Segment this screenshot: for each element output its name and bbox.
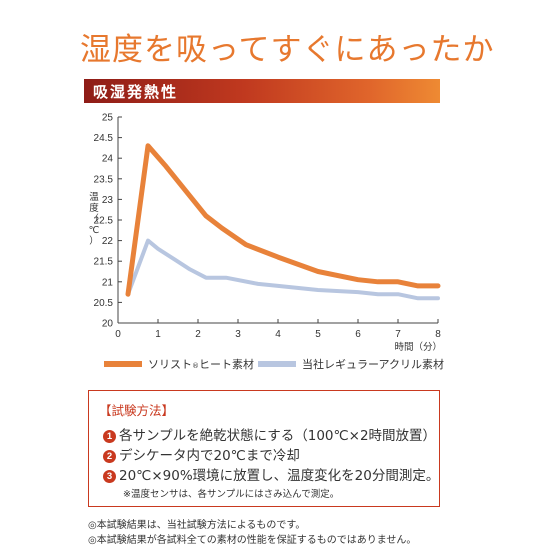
headline: 湿度を吸ってすぐにあったか — [80, 32, 495, 68]
step-text: 各サンプルを絶乾状態にする（100℃×2時間放置） — [119, 428, 437, 444]
test-method-box: 【試験方法】 1 各サンプルを絶乾状態にする（100℃×2時間放置） 2 デシケータ… — [88, 390, 440, 507]
chart-series — [125, 143, 441, 301]
test-method-step-2: 2 デシケータ内で20℃まで冷却 — [103, 444, 300, 464]
y-tick-label: 22.5 — [94, 216, 114, 227]
section-title: 吸湿発熱性 — [93, 83, 179, 101]
y-tick-label: 22 — [102, 236, 114, 247]
x-tick-label: 6 — [355, 329, 361, 340]
test-method-note: ※温度センサは、各サンプルにはさみ込んで測定。 — [123, 489, 340, 500]
x-tick-label: 4 — [275, 329, 281, 340]
y-tick-label: 23.5 — [94, 174, 114, 185]
x-tick-label: 0 — [115, 329, 121, 340]
y-tick-label: 23 — [102, 195, 114, 206]
y-tick-label: 21.5 — [94, 257, 114, 268]
legend-label-1: ソリスト®ヒート素材 — [148, 357, 254, 371]
step-text: 20℃×90%環境に放置し、温度変化を20分間測定。 — [119, 468, 440, 484]
x-tick-label: 2 — [195, 329, 201, 340]
chart-axes — [117, 117, 438, 324]
x-tick-labels: 0 1 2 3 4 5 6 7 8 — [115, 319, 441, 340]
step-number-badge: 3 — [103, 470, 116, 483]
y-tick-label: 20 — [102, 319, 114, 330]
x-tick-label: 3 — [235, 329, 241, 340]
series-line-1 — [125, 143, 441, 297]
y-axis-label-char: ℃ — [89, 225, 100, 236]
y-axis-label: 温度（℃） — [89, 192, 100, 247]
series-line-2 — [126, 238, 440, 301]
y-tick-label: 24 — [102, 154, 114, 165]
legend-label-2: 当社レギュラーアクリル素材 — [302, 357, 444, 371]
x-axis-label: 時間（分） — [394, 341, 442, 353]
test-method-step-3: 3 20℃×90%環境に放置し、温度変化を20分間測定。 — [103, 464, 439, 484]
section-banner: 吸湿発熱性 — [84, 79, 440, 103]
y-tick-label: 21 — [102, 277, 114, 288]
y-tick-labels: 20 20.5 21 21.5 22 22.5 23 23.5 24 24.5 25 — [94, 113, 122, 330]
y-tick-label: 25 — [102, 113, 114, 124]
y-axis-label-char: 度 — [89, 202, 99, 214]
footnote-2: ◎本試験結果が各試料全ての素材の性能を保証するものではありません。 — [88, 535, 417, 546]
x-tick-label: 7 — [395, 329, 401, 340]
step-number-badge: 1 — [103, 430, 116, 443]
y-tick-label: 24.5 — [94, 133, 114, 144]
y-axis-label-char: 温 — [89, 192, 99, 203]
step-number-badge: 2 — [103, 450, 116, 463]
x-tick-label: 1 — [155, 329, 161, 340]
y-tick-label: 20.5 — [94, 298, 114, 309]
x-tick-label: 8 — [435, 329, 441, 340]
footnote-1: ◎本試験結果は、当社試験方法によるものです。 — [88, 520, 306, 531]
chart-legend: ソリスト®ヒート素材 当社レギュラーアクリル素材 — [104, 357, 444, 371]
test-method-step-1: 1 各サンプルを絶乾状態にする（100℃×2時間放置） — [103, 424, 436, 444]
y-axis-label-char: （ — [89, 213, 99, 225]
step-text: デシケータ内で20℃まで冷却 — [119, 448, 300, 464]
test-method-title: 【試験方法】 — [99, 403, 175, 418]
x-tick-label: 5 — [315, 329, 321, 340]
y-axis-label-char: ） — [89, 235, 99, 247]
